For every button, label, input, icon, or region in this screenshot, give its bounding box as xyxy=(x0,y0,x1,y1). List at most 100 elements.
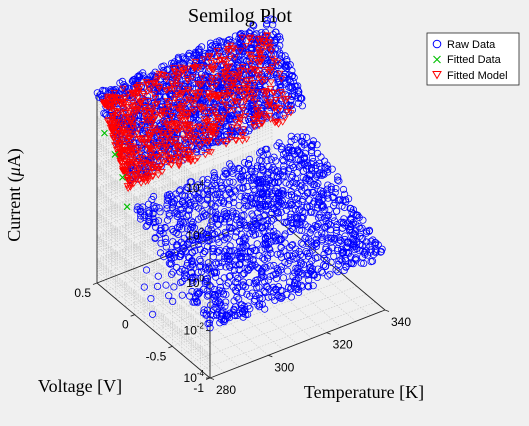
fitted-model-point xyxy=(265,40,274,47)
fitted-model-point xyxy=(143,167,152,174)
raw-data-point xyxy=(221,248,229,256)
raw-data-point xyxy=(249,223,257,231)
fitted-model-point xyxy=(255,43,263,50)
raw-data-point xyxy=(261,222,269,230)
raw-data-point xyxy=(241,30,249,38)
raw-data-point xyxy=(237,301,245,309)
raw-data-point xyxy=(338,245,346,253)
raw-data-point xyxy=(181,266,189,275)
raw-data-point xyxy=(244,202,252,210)
fitted-model-point xyxy=(260,38,269,45)
fitted-model-point xyxy=(174,155,183,162)
legend-item-fitted-model: Fitted Model xyxy=(432,70,508,82)
raw-data-point xyxy=(191,247,199,255)
raw-data-point xyxy=(147,73,155,81)
fitted-model-point xyxy=(156,150,165,157)
fitted-data-point xyxy=(119,173,126,181)
grid-line xyxy=(96,141,211,237)
fitted-model-point xyxy=(161,139,170,146)
grid-line xyxy=(96,275,211,372)
fitted-model-point xyxy=(144,132,153,139)
raw-data-point xyxy=(203,70,211,78)
fitted-model-point xyxy=(196,64,204,71)
fitted-model-point xyxy=(142,155,150,163)
raw-data-point xyxy=(303,203,312,211)
raw-data-point xyxy=(272,157,280,165)
raw-data-point xyxy=(173,210,181,218)
raw-data-point xyxy=(193,233,201,241)
fitted-model-point xyxy=(267,48,276,55)
fitted-model-point xyxy=(115,141,124,148)
raw-data-point xyxy=(297,186,306,194)
raw-data-point xyxy=(184,51,192,59)
raw-data-point xyxy=(247,40,255,48)
raw-data-point xyxy=(317,267,325,275)
raw-data-point xyxy=(294,288,303,296)
fitted-model-point xyxy=(207,149,215,156)
raw-data-point xyxy=(276,49,284,57)
raw-data-point xyxy=(140,283,148,291)
raw-data-point xyxy=(259,254,267,262)
fitted-model-point xyxy=(149,169,158,176)
raw-data-point xyxy=(231,303,240,311)
fitted-data-point xyxy=(123,203,131,211)
fitted-model-point xyxy=(205,54,214,61)
raw-data-point xyxy=(351,243,359,251)
raw-data-point xyxy=(220,199,228,207)
fitted-model-point xyxy=(186,156,195,163)
raw-data-point xyxy=(288,241,296,249)
fitted-model-point xyxy=(164,147,173,154)
fitted-model-point xyxy=(171,68,179,76)
fitted-model-point xyxy=(111,99,120,106)
raw-data-point xyxy=(303,269,311,278)
y-tick-mark xyxy=(168,345,173,349)
raw-data-point xyxy=(227,162,235,170)
fitted-model-point xyxy=(116,136,124,143)
raw-data-point xyxy=(258,191,266,199)
raw-data-point xyxy=(289,219,297,227)
fitted-model-point xyxy=(194,123,202,130)
raw-data-point xyxy=(323,185,331,193)
raw-data-point xyxy=(236,218,244,226)
raw-data-point xyxy=(337,237,345,245)
raw-data-point xyxy=(285,180,293,189)
raw-data-point xyxy=(231,32,239,40)
fitted-model-point xyxy=(166,99,174,107)
raw-data-point xyxy=(193,297,201,306)
grid-line xyxy=(96,238,211,335)
grid-line xyxy=(96,191,211,287)
raw-data-point xyxy=(225,256,233,264)
grid-line xyxy=(96,187,211,284)
raw-data-point xyxy=(216,319,224,327)
raw-data-point xyxy=(177,278,185,287)
fitted-model-point xyxy=(233,125,241,132)
raw-data-point xyxy=(263,156,271,165)
raw-data-point xyxy=(111,85,119,94)
raw-data-point xyxy=(154,282,162,290)
fitted-model-point xyxy=(128,90,136,97)
grid-line xyxy=(96,143,273,213)
fitted-model-point xyxy=(214,126,222,133)
fitted-model-point xyxy=(137,99,145,107)
raw-data-point xyxy=(215,259,223,267)
raw-data-point xyxy=(162,281,170,289)
raw-data-point xyxy=(226,242,234,250)
raw-data-point xyxy=(287,137,295,145)
raw-data-point xyxy=(250,81,259,90)
fitted-model-point xyxy=(129,181,138,188)
fitted-model-point xyxy=(212,132,220,139)
fitted-model-point xyxy=(208,75,217,82)
fitted-model-point xyxy=(192,97,200,104)
raw-data-point xyxy=(253,263,261,271)
raw-data-point xyxy=(208,201,216,209)
fitted-model-point xyxy=(261,115,269,122)
raw-data-point xyxy=(251,219,259,228)
fitted-model-point xyxy=(192,138,200,146)
fitted-model-point xyxy=(159,119,167,126)
fitted-model-point xyxy=(129,94,137,102)
raw-data-point xyxy=(203,287,211,295)
raw-data-point xyxy=(149,202,157,210)
raw-data-point xyxy=(237,230,245,238)
raw-data-point xyxy=(277,292,285,300)
fitted-model-point xyxy=(268,64,277,71)
